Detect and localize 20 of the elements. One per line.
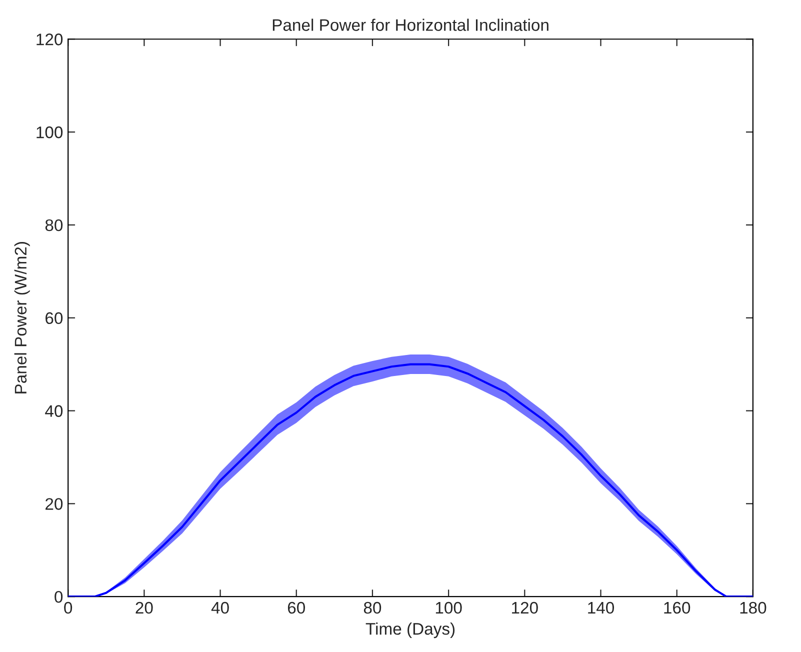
y-tick-label: 0: [54, 590, 63, 603]
y-tick-label: 20: [46, 498, 63, 510]
x-tick-label: 40: [211, 602, 229, 614]
y-tick-label: 60: [46, 312, 63, 324]
y-tick-label: 40: [45, 405, 63, 417]
x-tick-label: 0: [64, 602, 72, 614]
x-axis-title: Time (Days): [366, 622, 455, 638]
x-tick-label: 100: [436, 602, 462, 614]
x-tick-label: 80: [364, 602, 382, 614]
y-tick-label: 100: [36, 126, 63, 138]
x-tick-label: 20: [136, 602, 153, 614]
y-tick-label: 120: [36, 34, 63, 46]
x-tick-label: 180: [740, 602, 766, 614]
x-tick-label: 60: [288, 602, 305, 614]
chart-title: Panel Power for Horizontal Inclination: [272, 18, 548, 31]
y-axis-title: Panel Power (W/m2): [14, 242, 30, 394]
x-tick-label: 160: [664, 602, 690, 614]
y-tick-label: 80: [45, 219, 63, 232]
x-tick-label: 140: [588, 602, 614, 614]
x-tick-label: 120: [512, 602, 538, 614]
